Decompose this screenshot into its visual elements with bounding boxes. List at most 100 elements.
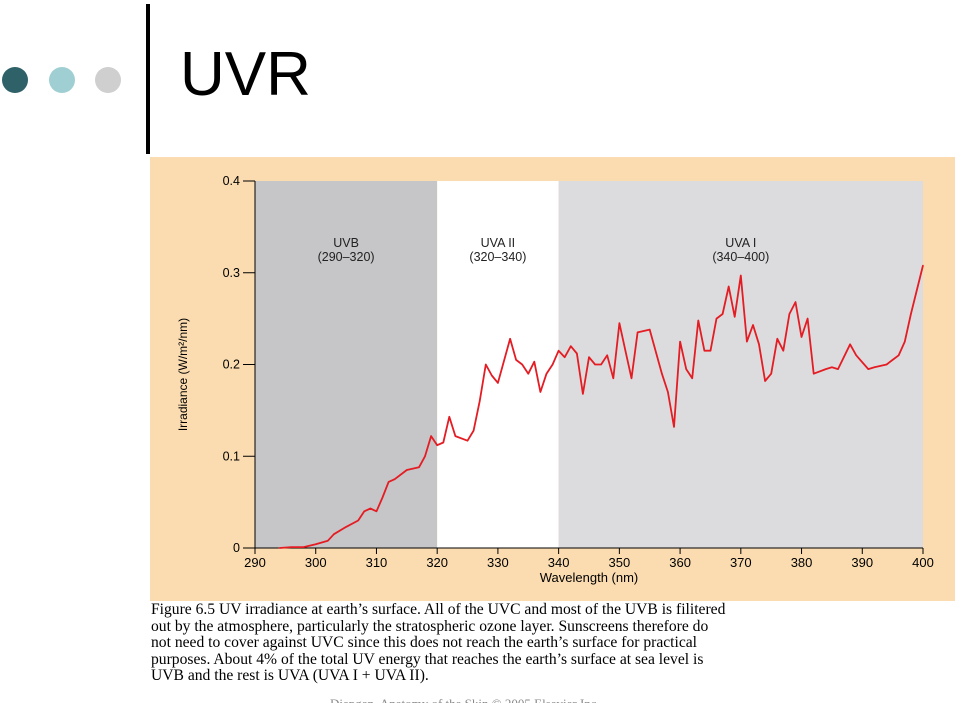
x-tick-label: 360 — [669, 555, 691, 570]
data-point — [551, 363, 554, 366]
irradiance-line — [279, 265, 924, 549]
data-point — [375, 510, 378, 512]
data-point — [564, 356, 566, 358]
caption-line: purposes. About 4% of the total UV energ… — [151, 650, 704, 668]
data-point — [740, 274, 742, 277]
y-tick-label: 0.3 — [223, 266, 240, 280]
data-point — [369, 507, 371, 510]
data-point — [539, 391, 542, 393]
region-label-uvb: UVB — [333, 236, 359, 250]
figure-caption: Figure 6.5 UV irradiance at earth’s surf… — [151, 601, 951, 685]
data-point — [794, 301, 797, 303]
uv-irradiance-chart: UVB(290–320) UVA II(320–340) UVA I(340–400… — [176, 174, 934, 585]
y-tick-label: 0 — [233, 541, 240, 555]
data-point — [436, 444, 438, 446]
data-point — [728, 285, 730, 288]
x-tick-label: 330 — [487, 555, 509, 570]
data-point — [594, 363, 596, 366]
data-point — [576, 352, 578, 355]
x-axis-label: Wavelength (nm) — [540, 570, 639, 585]
region-band-uva-ii — [437, 181, 559, 548]
data-point — [363, 510, 365, 512]
data-point — [837, 368, 839, 370]
y-tick-label: 0.4 — [223, 174, 240, 188]
data-point — [473, 429, 475, 432]
data-point — [381, 496, 384, 499]
x-tick-label: 290 — [244, 555, 266, 570]
data-point — [715, 318, 718, 320]
data-point — [418, 466, 420, 468]
x-tick-label: 390 — [851, 555, 873, 570]
bullet-dot-gray — [95, 67, 121, 93]
slide-title: UVR — [180, 40, 311, 109]
data-point — [442, 441, 444, 444]
data-point — [679, 340, 681, 343]
region-band-uvb — [255, 181, 438, 548]
data-point — [521, 363, 523, 366]
title-divider — [146, 4, 150, 154]
data-point — [624, 350, 627, 352]
bullet-dot-teal — [49, 67, 75, 93]
data-point — [588, 356, 590, 358]
region-label-uva-i: UVA I — [725, 236, 756, 250]
data-point — [807, 318, 809, 320]
x-tick-label: 310 — [366, 555, 388, 570]
data-point — [345, 526, 347, 528]
data-point — [545, 373, 548, 375]
y-tick-label: 0.1 — [223, 449, 240, 463]
x-tick-label: 370 — [730, 555, 752, 570]
region-label-uva-ii: UVA II — [481, 236, 516, 250]
data-point — [497, 382, 499, 384]
x-tick-label: 400 — [912, 555, 934, 570]
data-point — [424, 455, 426, 457]
data-point — [776, 338, 778, 340]
data-point — [825, 368, 827, 370]
data-point — [691, 377, 693, 379]
data-point — [709, 350, 712, 352]
figure-credit: Diepgen, Anatomy of the Skin © 2005 Else… — [330, 693, 930, 703]
data-point — [885, 363, 888, 366]
x-tick-label: 320 — [426, 555, 448, 570]
data-point — [667, 391, 669, 393]
data-point — [922, 264, 924, 267]
data-point — [800, 336, 803, 338]
region-band-uva-i — [558, 181, 923, 548]
data-point — [782, 350, 784, 352]
x-tick-label: 300 — [305, 555, 327, 570]
data-point — [527, 373, 529, 375]
bullet-dot-dark — [2, 67, 28, 93]
data-point — [290, 546, 293, 548]
data-point — [873, 366, 876, 368]
data-point — [600, 363, 602, 366]
figure-panel: UVB (290–320) UVA II (320–340) UVA I (340–400… — [150, 157, 955, 601]
caption-line: not need to cover against UVC since this… — [151, 634, 698, 651]
data-point — [357, 519, 359, 522]
data-point — [515, 359, 517, 361]
data-point — [570, 345, 572, 347]
data-point — [509, 338, 511, 340]
data-point — [333, 533, 335, 535]
data-point — [758, 343, 760, 345]
data-point — [910, 313, 912, 315]
data-point — [388, 481, 390, 483]
x-tick-label: 350 — [609, 555, 631, 570]
data-point — [448, 416, 450, 418]
caption-line: out by the atmosphere, particularly the … — [151, 617, 709, 635]
data-point — [558, 350, 560, 352]
data-point — [855, 354, 857, 356]
data-point — [406, 469, 408, 471]
data-point — [430, 435, 432, 437]
data-point — [630, 377, 633, 379]
data-point — [302, 546, 305, 548]
y-axis-label: Irradiance (W/m²/nm) — [176, 318, 190, 431]
data-point — [788, 313, 791, 315]
data-point — [734, 316, 736, 318]
data-point — [315, 543, 317, 545]
data-point — [454, 435, 456, 437]
caption-line: Figure 6.5 UV irradiance at earth’s surf… — [151, 601, 726, 618]
data-point — [722, 313, 724, 315]
data-point — [582, 393, 584, 395]
caption-line: UVB and the rest is UVA (UVA I + UVA II)… — [151, 667, 429, 684]
data-point — [466, 440, 469, 442]
data-point — [533, 361, 535, 363]
